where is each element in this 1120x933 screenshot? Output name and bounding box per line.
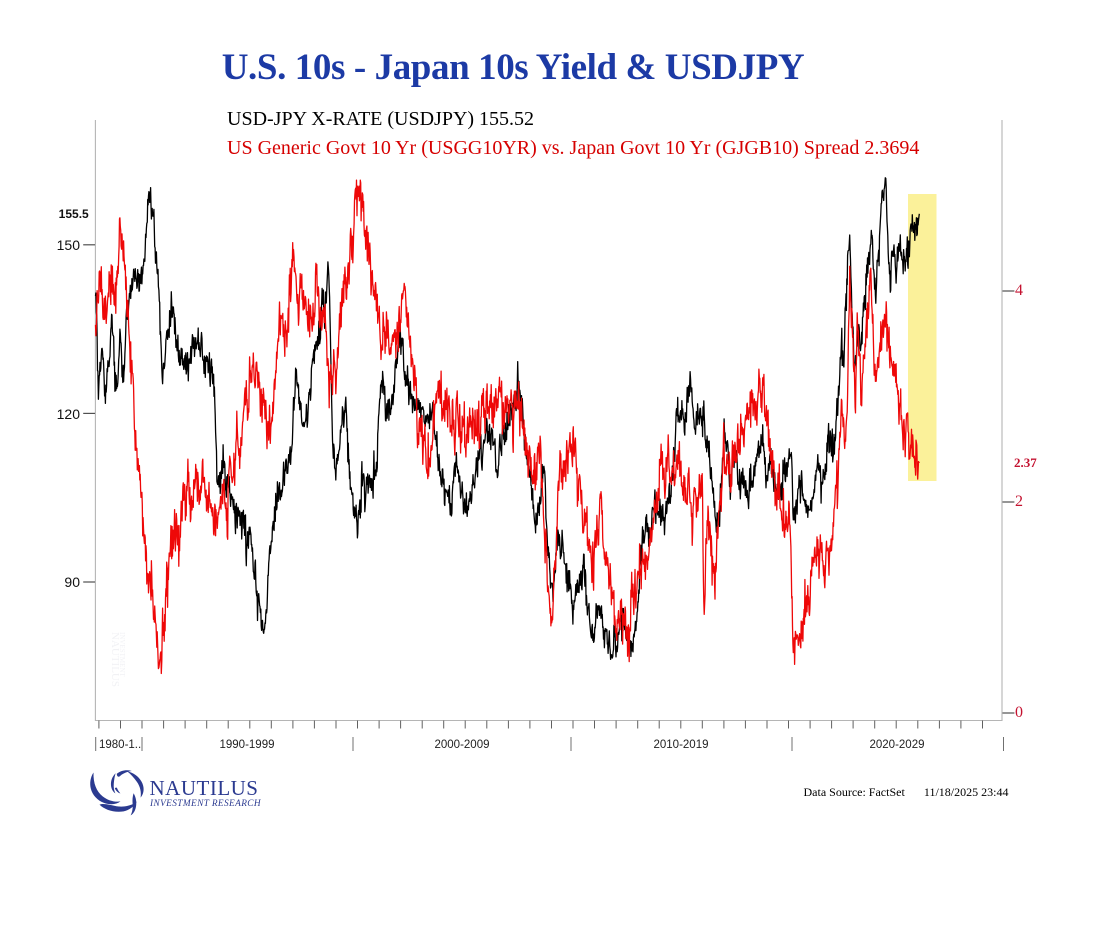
svg-text:INVESTMENT: INVESTMENT <box>118 632 126 677</box>
svg-text:NAUTILUS: NAUTILUS <box>109 632 121 687</box>
